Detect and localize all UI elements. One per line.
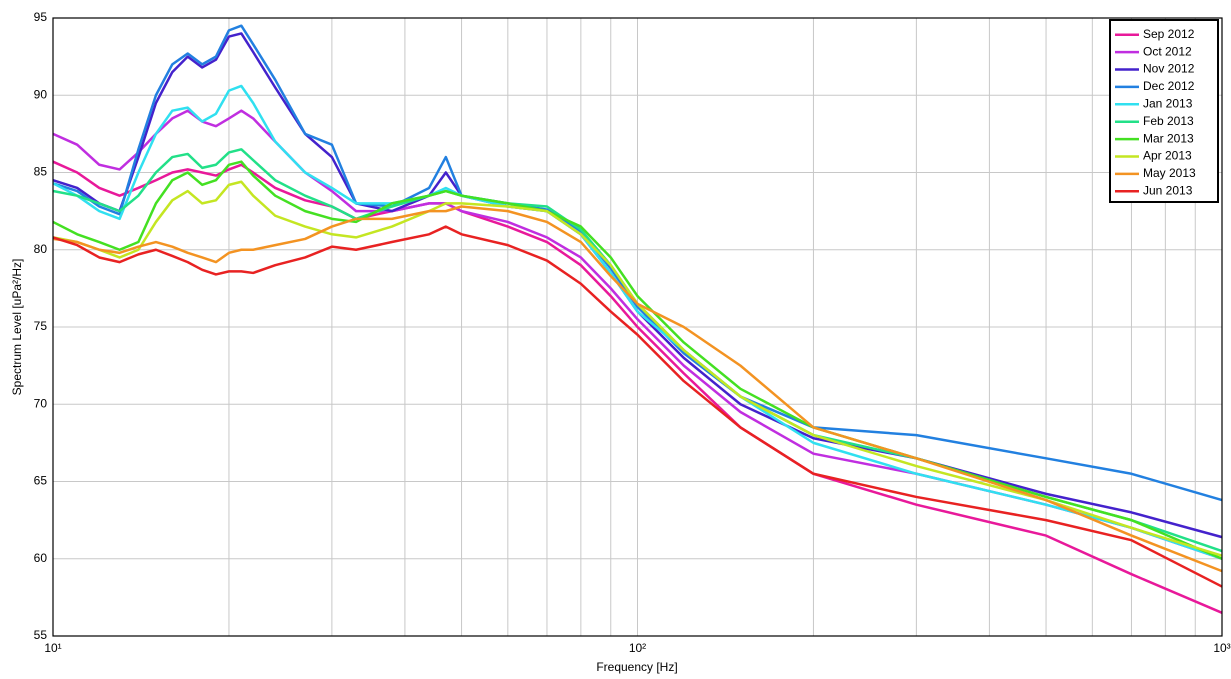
legend-label: Apr 2013 [1143,149,1192,163]
legend-label: Mar 2013 [1143,131,1194,145]
series-line [52,225,1223,588]
x-axis-label: Frequency [Hz] [596,660,677,674]
x-tick-label: 10¹ [44,641,61,655]
y-tick-label: 70 [34,396,48,410]
legend-box [1109,19,1219,203]
y-axis-label: Spectrum Level [uPa²/Hz] [10,259,24,396]
series-line [52,205,1223,573]
legend-label: Jun 2013 [1143,183,1193,197]
x-tick-label: 10² [629,641,646,655]
legend: Sep 2012 Oct 2012 Nov 2012 Dec 2012 Jan 2013… [1109,19,1219,203]
y-tick-label: 85 [34,165,48,179]
plot-frame [52,17,1223,637]
legend-label: Oct 2012 [1143,44,1192,58]
y-tick-label: 90 [34,87,48,101]
y-tick-label: 65 [34,474,48,488]
legend-label: Nov 2012 [1143,62,1195,76]
y-tick-label: 60 [34,551,48,565]
legend-label: Jan 2013 [1143,96,1193,110]
legend-label: Feb 2013 [1143,114,1194,128]
y-tick-label: 80 [34,242,48,256]
series-line [52,109,1223,560]
y-tick-label: 95 [34,10,48,24]
legend-label: May 2013 [1143,166,1196,180]
y-tick-label: 75 [34,319,48,333]
series-line [52,160,1223,560]
y-tick-label: 55 [34,628,48,642]
x-tick-label: 10³ [1213,641,1230,655]
legend-label: Sep 2012 [1143,27,1195,41]
series-line [52,180,1223,557]
legend-label: Dec 2012 [1143,79,1195,93]
